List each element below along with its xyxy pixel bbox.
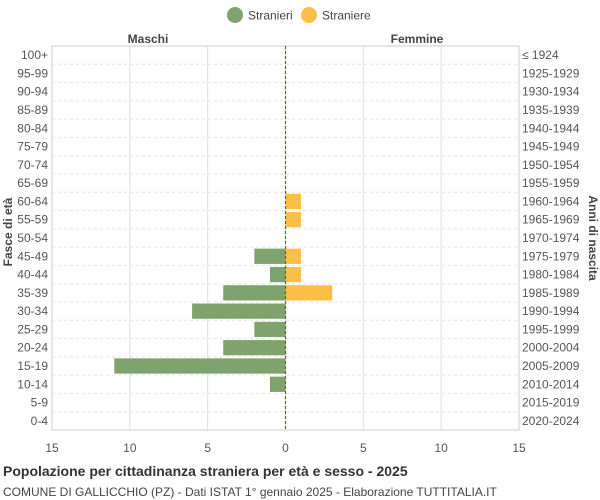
age-group-label: 60-64 <box>17 194 48 208</box>
birth-year-label: 1955-1959 <box>522 176 580 190</box>
birth-year-label: 1960-1964 <box>522 194 580 208</box>
age-group-label: 70-74 <box>17 158 48 172</box>
birth-year-label: 2010-2014 <box>522 377 580 391</box>
bar-female-40-44 <box>285 266 302 283</box>
age-group-label: 100+ <box>21 48 48 62</box>
pyramid-chart: 100+ 95-99 90-94 85-89 80-84 75-79 70-74 65-69 6… <box>1 7 600 455</box>
legend: Stranieri Straniere <box>227 7 371 23</box>
right-side-label: Femmine <box>391 32 444 46</box>
age-group-label: 85-89 <box>17 103 48 117</box>
age-group-label: 40-44 <box>17 268 48 282</box>
age-group-label: 80-84 <box>17 121 48 135</box>
age-group-labels: 100+ 95-99 90-94 85-89 80-84 75-79 70-74 65-69 6… <box>17 48 48 428</box>
birth-year-label: 1925-1929 <box>522 66 580 80</box>
bar-female-45-49 <box>285 248 302 264</box>
birth-year-label: ≤ 1924 <box>522 48 559 62</box>
birth-year-label: 2020-2024 <box>522 414 580 428</box>
birth-year-label: 1935-1939 <box>522 103 580 117</box>
birth-year-label: 1945-1949 <box>522 140 580 154</box>
bar-female-35-39 <box>285 285 333 301</box>
bar-male-35-39 <box>223 285 286 301</box>
right-axis-title: Anni di nascita <box>586 195 600 281</box>
age-group-label: 0-4 <box>31 414 49 428</box>
age-group-label: 5-9 <box>31 396 49 410</box>
x-tick-label: 5 <box>204 441 211 455</box>
x-tick-label: 15 <box>512 441 526 455</box>
x-tick-label: 0 <box>282 441 289 455</box>
age-group-label: 45-49 <box>17 249 48 263</box>
age-group-label: 35-39 <box>17 286 48 300</box>
left-axis-title: Fasce di età <box>1 197 15 266</box>
age-group-label: 15-19 <box>17 359 48 373</box>
bar-female-60-64 <box>285 193 302 210</box>
chart-title: Popolazione per cittadinanza straniera p… <box>3 463 408 479</box>
age-group-label: 55-59 <box>17 213 48 227</box>
bar-male-10-14 <box>269 376 286 392</box>
birth-year-labels: ≤ 1924 1925-1929 1930-1934 1935-1939 1940-19… <box>522 48 580 428</box>
bar-female-55-59 <box>285 212 302 228</box>
birth-year-label: 2015-2019 <box>522 396 580 410</box>
birth-year-label: 1980-1984 <box>522 268 580 282</box>
birth-year-label: 1965-1969 <box>522 213 580 227</box>
age-group-label: 75-79 <box>17 140 48 154</box>
birth-year-label: 2005-2009 <box>522 359 580 373</box>
bar-male-25-29 <box>254 321 286 338</box>
birth-year-label: 1940-1944 <box>522 121 580 135</box>
chart-subtitle: COMUNE DI GALLICCHIO (PZ) - Dati ISTAT 1… <box>3 485 497 499</box>
bar-male-30-34 <box>192 303 286 319</box>
bar-male-45-49 <box>254 248 286 264</box>
age-group-label: 20-24 <box>17 341 48 355</box>
bar-male-40-44 <box>269 266 286 283</box>
legend-swatch-straniere <box>301 7 317 23</box>
x-tick-label: 5 <box>360 441 367 455</box>
age-group-label: 95-99 <box>17 66 48 80</box>
legend-swatch-stranieri <box>227 7 243 23</box>
x-tick-label: 10 <box>434 441 448 455</box>
left-side-label: Maschi <box>128 32 169 46</box>
bar-male-15-19 <box>114 358 286 374</box>
birth-year-label: 2000-2004 <box>522 341 580 355</box>
x-tick-label: 15 <box>45 441 59 455</box>
birth-year-label: 1985-1989 <box>522 286 580 300</box>
age-group-label: 10-14 <box>17 377 48 391</box>
bars <box>114 46 333 430</box>
age-group-label: 30-34 <box>17 304 48 318</box>
birth-year-label: 1990-1994 <box>522 304 580 318</box>
birth-year-label: 1995-1999 <box>522 322 580 336</box>
bar-male-20-24 <box>223 340 286 356</box>
x-tick-label: 10 <box>123 441 137 455</box>
age-group-label: 50-54 <box>17 231 48 245</box>
birth-year-label: 1950-1954 <box>522 158 580 172</box>
birth-year-label: 1975-1979 <box>522 249 580 263</box>
age-group-label: 90-94 <box>17 85 48 99</box>
age-group-label: 65-69 <box>17 176 48 190</box>
birth-year-label: 1930-1934 <box>522 85 580 99</box>
x-axis-labels: 15 10 5 0 5 10 15 <box>45 441 526 455</box>
legend-label-stranieri: Stranieri <box>248 9 293 23</box>
birth-year-label: 1970-1974 <box>522 231 580 245</box>
legend-label-straniere: Straniere <box>322 9 371 23</box>
age-group-label: 25-29 <box>17 322 48 336</box>
